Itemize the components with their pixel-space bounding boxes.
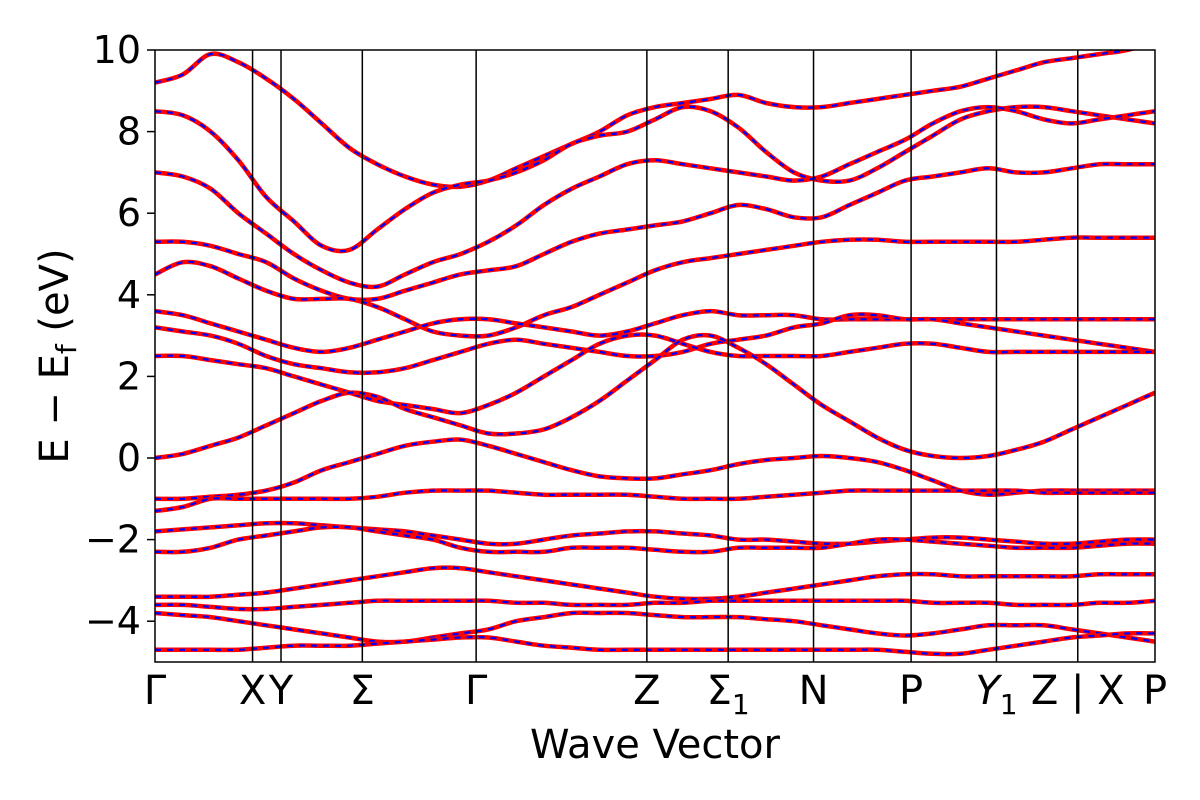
band-2-wannier <box>155 105 1155 289</box>
kpoint-label-5: Z <box>633 668 660 714</box>
kpoint-label-10: Z | X <box>1031 668 1125 714</box>
kpoint-label-6: Σ1 <box>707 668 750 721</box>
kpoint-lines <box>251 50 1079 662</box>
y-tick-label-2: 0 <box>117 436 141 480</box>
kpoint-label-8: P <box>899 668 923 714</box>
band-15-wannier <box>155 611 1155 644</box>
band-8-wannier <box>155 333 1155 460</box>
band-3-wannier <box>155 162 1155 301</box>
band-1-wannier <box>155 105 1155 253</box>
y-tick-label-7: 10 <box>93 28 141 72</box>
band-10-wannier <box>155 489 1155 513</box>
y-axis-label: E − Ef (eV) <box>32 248 83 463</box>
kpoint-label-7: N <box>799 668 829 714</box>
y-axis-ticks: −4 −2 0 2 4 6 8 10 <box>85 28 155 643</box>
kpoint-label-4: Γ <box>465 668 488 714</box>
kpoint-label-0: Γ <box>144 668 167 714</box>
band-2-dft <box>155 104 1155 290</box>
kpoint-label-2: Y <box>268 668 294 714</box>
band-13-wannier <box>155 566 1155 601</box>
band-7-wannier <box>155 333 1155 415</box>
y-tick-label-4: 4 <box>117 273 141 317</box>
band-9-wannier <box>155 438 1155 501</box>
y-tick-label-0: −4 <box>85 599 141 643</box>
plot-frame <box>154 49 1156 663</box>
band-16-dft <box>155 631 1155 657</box>
y-axis-label-sub: f <box>50 343 83 354</box>
band-1-dft <box>155 104 1155 254</box>
band-7-dft <box>155 332 1155 416</box>
band-0-dft <box>155 50 1137 190</box>
band-15-dft <box>155 610 1155 645</box>
band-6-wannier <box>155 313 1155 374</box>
band-14-dft <box>155 598 1155 612</box>
kpoint-label-1: X <box>239 668 266 714</box>
band-4-wannier <box>155 236 1155 338</box>
band-0-wannier <box>155 50 1132 189</box>
y-tick-label-5: 6 <box>117 191 141 235</box>
kpoint-label-3: Σ <box>350 668 375 714</box>
x-axis-kpoint-labels: Γ X Y Σ Γ Z Σ1 N P Y1 Z | X P <box>144 668 1167 721</box>
y-tick-label-3: 2 <box>117 354 141 398</box>
band-5-wannier <box>155 309 1155 354</box>
bands-layer <box>155 50 1155 657</box>
y-axis-label-main: E − E <box>32 354 78 464</box>
x-axis-label: Wave Vector <box>530 722 781 768</box>
y-axis-label-unit: (eV) <box>32 248 78 344</box>
kpoint-label-9: Y1 <box>975 668 1017 721</box>
band-12-wannier <box>155 525 1155 554</box>
kpoint-label-11: P <box>1143 668 1167 714</box>
y-tick-label-1: −2 <box>85 518 141 562</box>
band-13-dft <box>155 565 1155 602</box>
y-tick-label-6: 8 <box>117 110 141 154</box>
